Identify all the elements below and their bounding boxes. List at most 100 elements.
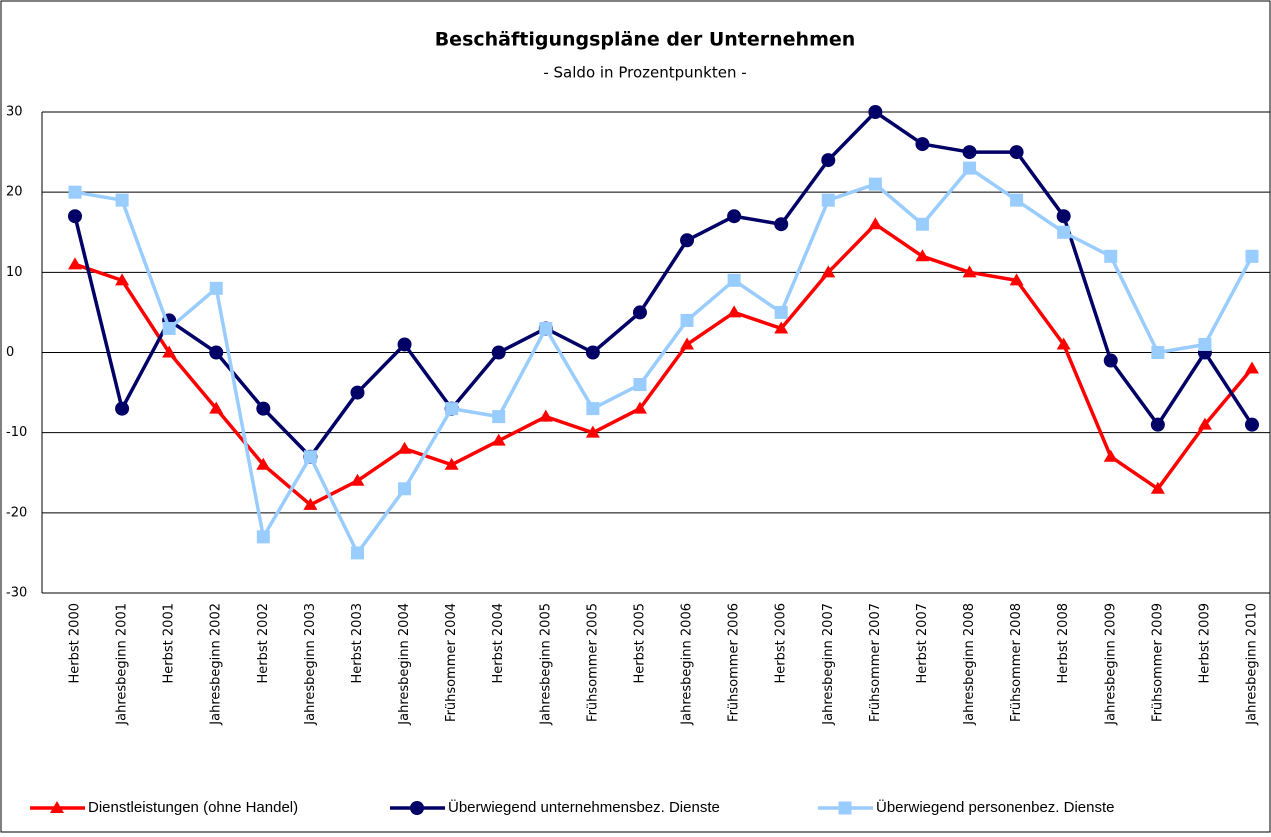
x-tick-label: Jahresbeginn 2010 [1245,603,1260,726]
data-point [774,305,788,319]
legend-label: Überwiegend unternehmensbez. Dienste [448,798,720,816]
data-point [303,497,318,510]
chart-subtitle: - Saldo in Prozentpunkten - [543,64,746,82]
data-point [1103,449,1118,462]
data-point [445,402,459,416]
data-point [1103,353,1118,368]
data-point [1056,209,1071,224]
data-point [1150,417,1165,432]
data-point [209,401,224,414]
data-point [115,193,129,207]
data-point [1245,417,1259,432]
data-point [632,401,647,414]
x-tick-label: Jahresbeginn 2008 [962,603,977,726]
data-point [586,402,600,416]
x-tick-label: Jahresbeginn 2001 [115,603,130,726]
data-point [68,257,82,270]
data-point [398,482,412,496]
legend-marker [410,801,424,815]
data-point [868,105,883,119]
data-point [256,401,271,416]
x-tick-label: Herbst 2006 [774,603,789,683]
data-point [1057,225,1071,239]
x-tick-label: Frühsommer 2009 [1150,603,1165,722]
legend-marker [838,801,852,815]
x-tick-label: Herbst 2001 [162,603,177,683]
data-point [962,265,977,278]
y-tick-label: 10 [6,265,23,280]
data-point [1104,249,1118,263]
data-point [680,313,694,327]
data-point [774,217,789,232]
x-tick-label: Jahresbeginn 2002 [209,603,224,726]
data-point [162,321,176,335]
x-tick-label: Herbst 2002 [256,603,271,683]
data-point [1198,337,1212,351]
data-point [492,410,506,424]
data-point [209,345,224,360]
data-point [491,345,506,360]
data-point [821,193,835,207]
data-point [303,450,317,464]
data-point [350,385,365,400]
data-point [821,265,836,278]
y-tick-label: 30 [6,105,23,120]
data-point [1245,249,1259,263]
x-tick-label: Frühsommer 2004 [444,603,459,722]
x-tick-label: Herbst 2008 [1056,603,1071,683]
data-point [1056,337,1071,350]
y-tick-label: 20 [6,185,23,200]
data-point [727,209,742,224]
x-tick-label: Frühsommer 2007 [868,603,883,722]
x-tick-label: Jahresbeginn 2006 [680,603,695,726]
data-point [1151,346,1165,359]
legend-label: Überwiegend personenbez. Dienste [876,798,1114,816]
data-point [1009,273,1024,286]
series-line [74,166,1254,555]
x-tick-label: Herbst 2003 [350,603,365,683]
data-point [68,185,82,199]
data-point [1009,145,1024,160]
data-point [915,137,930,152]
y-tick-label: -30 [6,586,27,601]
y-tick-label: 0 [6,345,14,360]
data-point [539,321,553,335]
x-tick-label: Herbst 2005 [632,603,647,683]
data-point [1245,361,1259,374]
series-line [74,222,1254,507]
data-point [444,457,459,470]
data-point [962,145,977,160]
data-point [162,345,177,358]
data-point [963,161,977,175]
data-point [1197,417,1212,430]
data-point [680,233,695,248]
x-tick-label: Jahresbeginn 2009 [1103,603,1118,726]
x-tick-label: Jahresbeginn 2005 [538,603,553,726]
chart-title: Beschäftigungspläne der Unternehmen [435,29,856,51]
data-point [868,177,882,191]
data-point [256,530,270,544]
x-tick-label: Frühsommer 2005 [585,603,600,722]
x-tick-label: Herbst 2004 [491,603,506,683]
data-point [1150,481,1165,494]
data-point [585,425,600,438]
x-tick-label: Jahresbeginn 2004 [397,603,412,726]
data-point [350,546,364,560]
x-tick-label: Herbst 2007 [915,603,930,683]
data-point [633,378,647,392]
legend-label: Dienstleistungen (ohne Handel) [88,799,298,816]
data-point [774,321,789,334]
data-point [585,345,600,360]
data-point [1010,193,1024,207]
series-line [73,110,1254,459]
x-tick-label: Frühsommer 2008 [1009,603,1024,722]
data-point [115,401,130,416]
data-point [491,433,506,446]
data-point [350,473,365,486]
x-tick-label: Herbst 2000 [68,603,83,683]
data-point [915,217,929,231]
data-point [538,409,553,422]
data-point [680,337,695,350]
